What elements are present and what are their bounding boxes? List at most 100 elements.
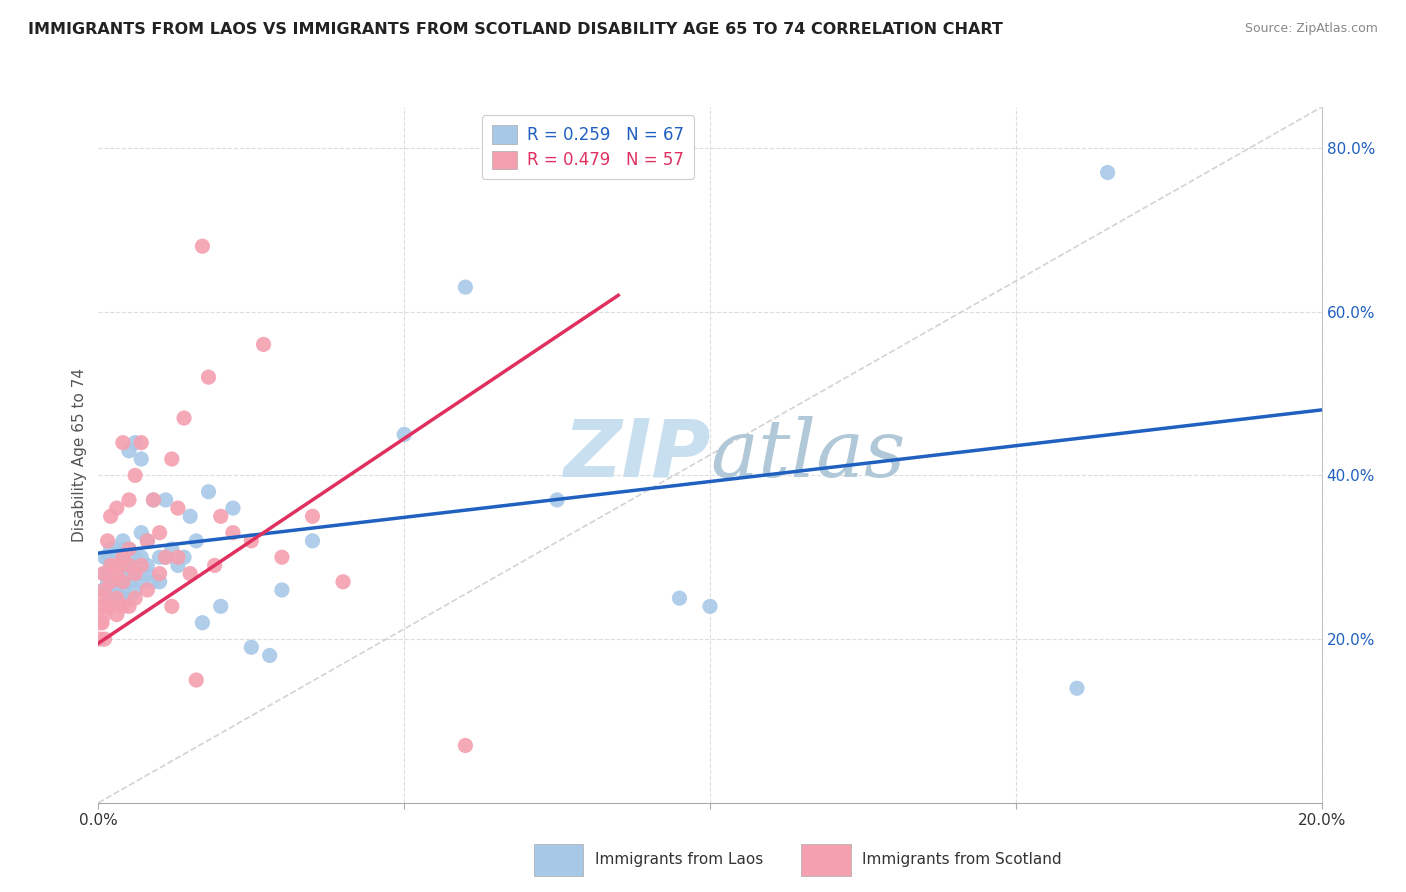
Point	[129, 558, 152, 573]
Point	[100, 574, 122, 589]
Point	[93, 550, 115, 565]
Point	[100, 542, 122, 557]
Point	[97, 550, 120, 565]
Point	[191, 239, 214, 253]
Point	[105, 566, 128, 581]
Text: ZIP: ZIP	[562, 416, 710, 494]
Point	[155, 492, 177, 507]
Point	[173, 550, 195, 565]
Point	[129, 525, 152, 540]
Point	[105, 582, 128, 597]
Point	[100, 566, 122, 581]
Point	[149, 566, 172, 581]
Point	[167, 501, 190, 516]
Point	[91, 582, 114, 597]
Point	[191, 615, 214, 630]
Point	[142, 574, 165, 589]
Y-axis label: Disability Age 65 to 74: Disability Age 65 to 74	[72, 368, 87, 542]
Point	[97, 599, 120, 614]
Point	[1066, 681, 1088, 696]
Point	[155, 550, 177, 565]
Point	[301, 533, 323, 548]
Point	[301, 509, 323, 524]
Point	[105, 607, 128, 622]
Point	[222, 525, 245, 540]
Point	[155, 550, 177, 565]
Point	[93, 607, 115, 622]
Point	[118, 591, 141, 606]
Point	[252, 337, 274, 351]
Point	[100, 599, 122, 614]
Point	[209, 599, 232, 614]
Point	[93, 566, 115, 581]
Point	[91, 615, 114, 630]
Point	[197, 484, 219, 499]
Point	[209, 509, 232, 524]
Point	[100, 558, 122, 573]
Point	[100, 582, 122, 597]
Point	[124, 582, 146, 597]
Point	[93, 632, 115, 646]
Bar	[534, 844, 583, 876]
Point	[91, 591, 114, 606]
Point	[90, 599, 112, 614]
Point	[118, 558, 141, 573]
Point	[105, 558, 128, 573]
Point	[129, 550, 152, 565]
Point	[118, 599, 141, 614]
Point	[118, 492, 141, 507]
Text: IMMIGRANTS FROM LAOS VS IMMIGRANTS FROM SCOTLAND DISABILITY AGE 65 TO 74 CORRELA: IMMIGRANTS FROM LAOS VS IMMIGRANTS FROM …	[28, 22, 1002, 37]
Point	[186, 533, 208, 548]
Point	[111, 574, 134, 589]
Point	[179, 509, 201, 524]
Point	[97, 533, 120, 548]
Point	[173, 411, 195, 425]
Point	[118, 542, 141, 557]
Point	[105, 501, 128, 516]
Point	[105, 550, 128, 565]
Point	[699, 599, 721, 614]
Point	[240, 640, 263, 655]
Point	[129, 452, 152, 467]
Point	[100, 558, 122, 573]
Point	[129, 574, 152, 589]
Point	[118, 566, 141, 581]
Point	[240, 533, 263, 548]
Point	[259, 648, 281, 663]
Point	[105, 591, 128, 606]
Point	[91, 566, 114, 581]
Point	[105, 542, 128, 557]
Point	[105, 558, 128, 573]
Point	[179, 566, 201, 581]
Point	[89, 632, 111, 646]
Point	[454, 739, 477, 753]
Point	[160, 452, 183, 467]
Text: Immigrants from Scotland: Immigrants from Scotland	[862, 853, 1062, 867]
Point	[97, 574, 120, 589]
Point	[197, 370, 219, 384]
Point	[93, 582, 115, 597]
Point	[111, 533, 134, 548]
Point	[136, 533, 159, 548]
Point	[167, 558, 190, 573]
Point	[118, 443, 141, 458]
Text: Immigrants from Laos: Immigrants from Laos	[595, 853, 763, 867]
Point	[129, 566, 152, 581]
Point	[142, 492, 165, 507]
Point	[167, 550, 190, 565]
Point	[136, 533, 159, 548]
Point	[1097, 165, 1119, 179]
Point	[186, 673, 208, 687]
Point	[111, 599, 134, 614]
Point	[454, 280, 477, 294]
Point	[124, 566, 146, 581]
Point	[111, 591, 134, 606]
Point	[124, 566, 146, 581]
Point	[118, 542, 141, 557]
Point	[136, 582, 159, 597]
Point	[124, 550, 146, 565]
Point	[89, 615, 111, 630]
Point	[136, 566, 159, 581]
Point	[100, 509, 122, 524]
Point	[129, 435, 152, 450]
